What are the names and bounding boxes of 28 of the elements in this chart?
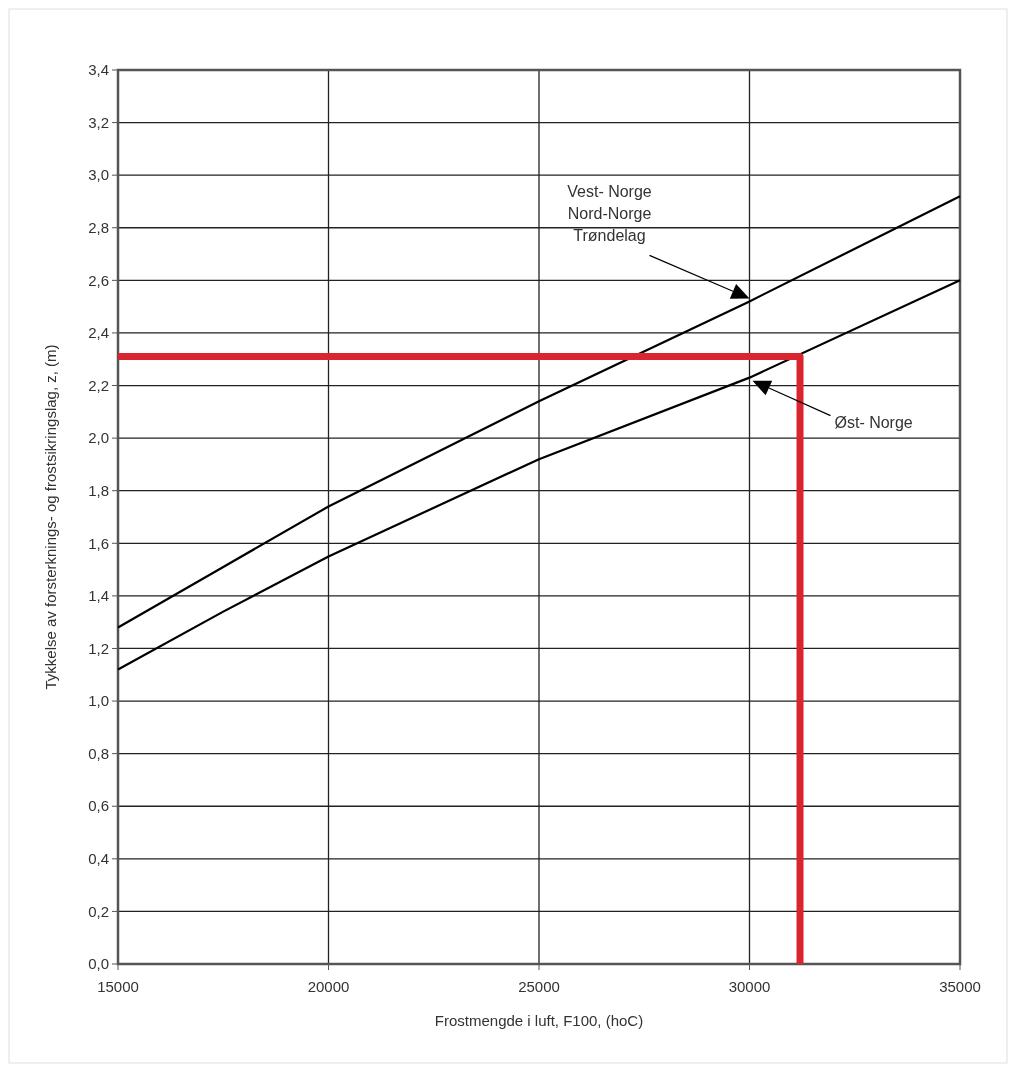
x-tick-label: 20000 (307, 978, 350, 995)
y-tick-label: 2,4 (88, 324, 109, 342)
x-tick-label: 15000 (97, 978, 139, 995)
x-tick-label: 35000 (939, 978, 981, 995)
y-tick-label: 2,2 (88, 376, 109, 394)
y-tick-label: 0,8 (88, 744, 109, 762)
y-tick-label: 1,6 (88, 534, 109, 552)
y-tick-label: 2,0 (88, 429, 109, 447)
y-tick-label: 1,4 (88, 587, 109, 605)
y-tick-label: 0,6 (88, 797, 109, 815)
y-tick-label: 2,6 (88, 271, 109, 289)
y-tick-label: 0,0 (88, 955, 109, 973)
y-tick-label: 1,0 (88, 692, 109, 710)
y-tick-label: 0,4 (88, 850, 109, 868)
line-series (116, 279, 962, 671)
y-tick-label: 0,2 (88, 902, 109, 920)
x-tick-label: 30000 (728, 978, 771, 995)
y-tick-label: 3,2 (88, 113, 109, 131)
y-tick-label: 3,0 (88, 166, 109, 184)
annotation: Vest- Norge Nord-Norge Trøndelag (567, 183, 652, 245)
y-axis-title: Tykkelse av forsterknings- og frostsikringslag, z, (m) (42, 344, 59, 690)
annotation: Øst- Norge (834, 413, 913, 431)
x-axis-title: Frostmengde i luft, F100, (hoC) (434, 1012, 644, 1029)
y-tick-label: 1,2 (88, 639, 109, 657)
y-tick-label: 3,4 (88, 61, 109, 79)
y-tick-label: 1,8 (88, 481, 109, 499)
x-tick-label: 25000 (518, 978, 560, 995)
y-tick-label: 2,8 (88, 219, 109, 237)
